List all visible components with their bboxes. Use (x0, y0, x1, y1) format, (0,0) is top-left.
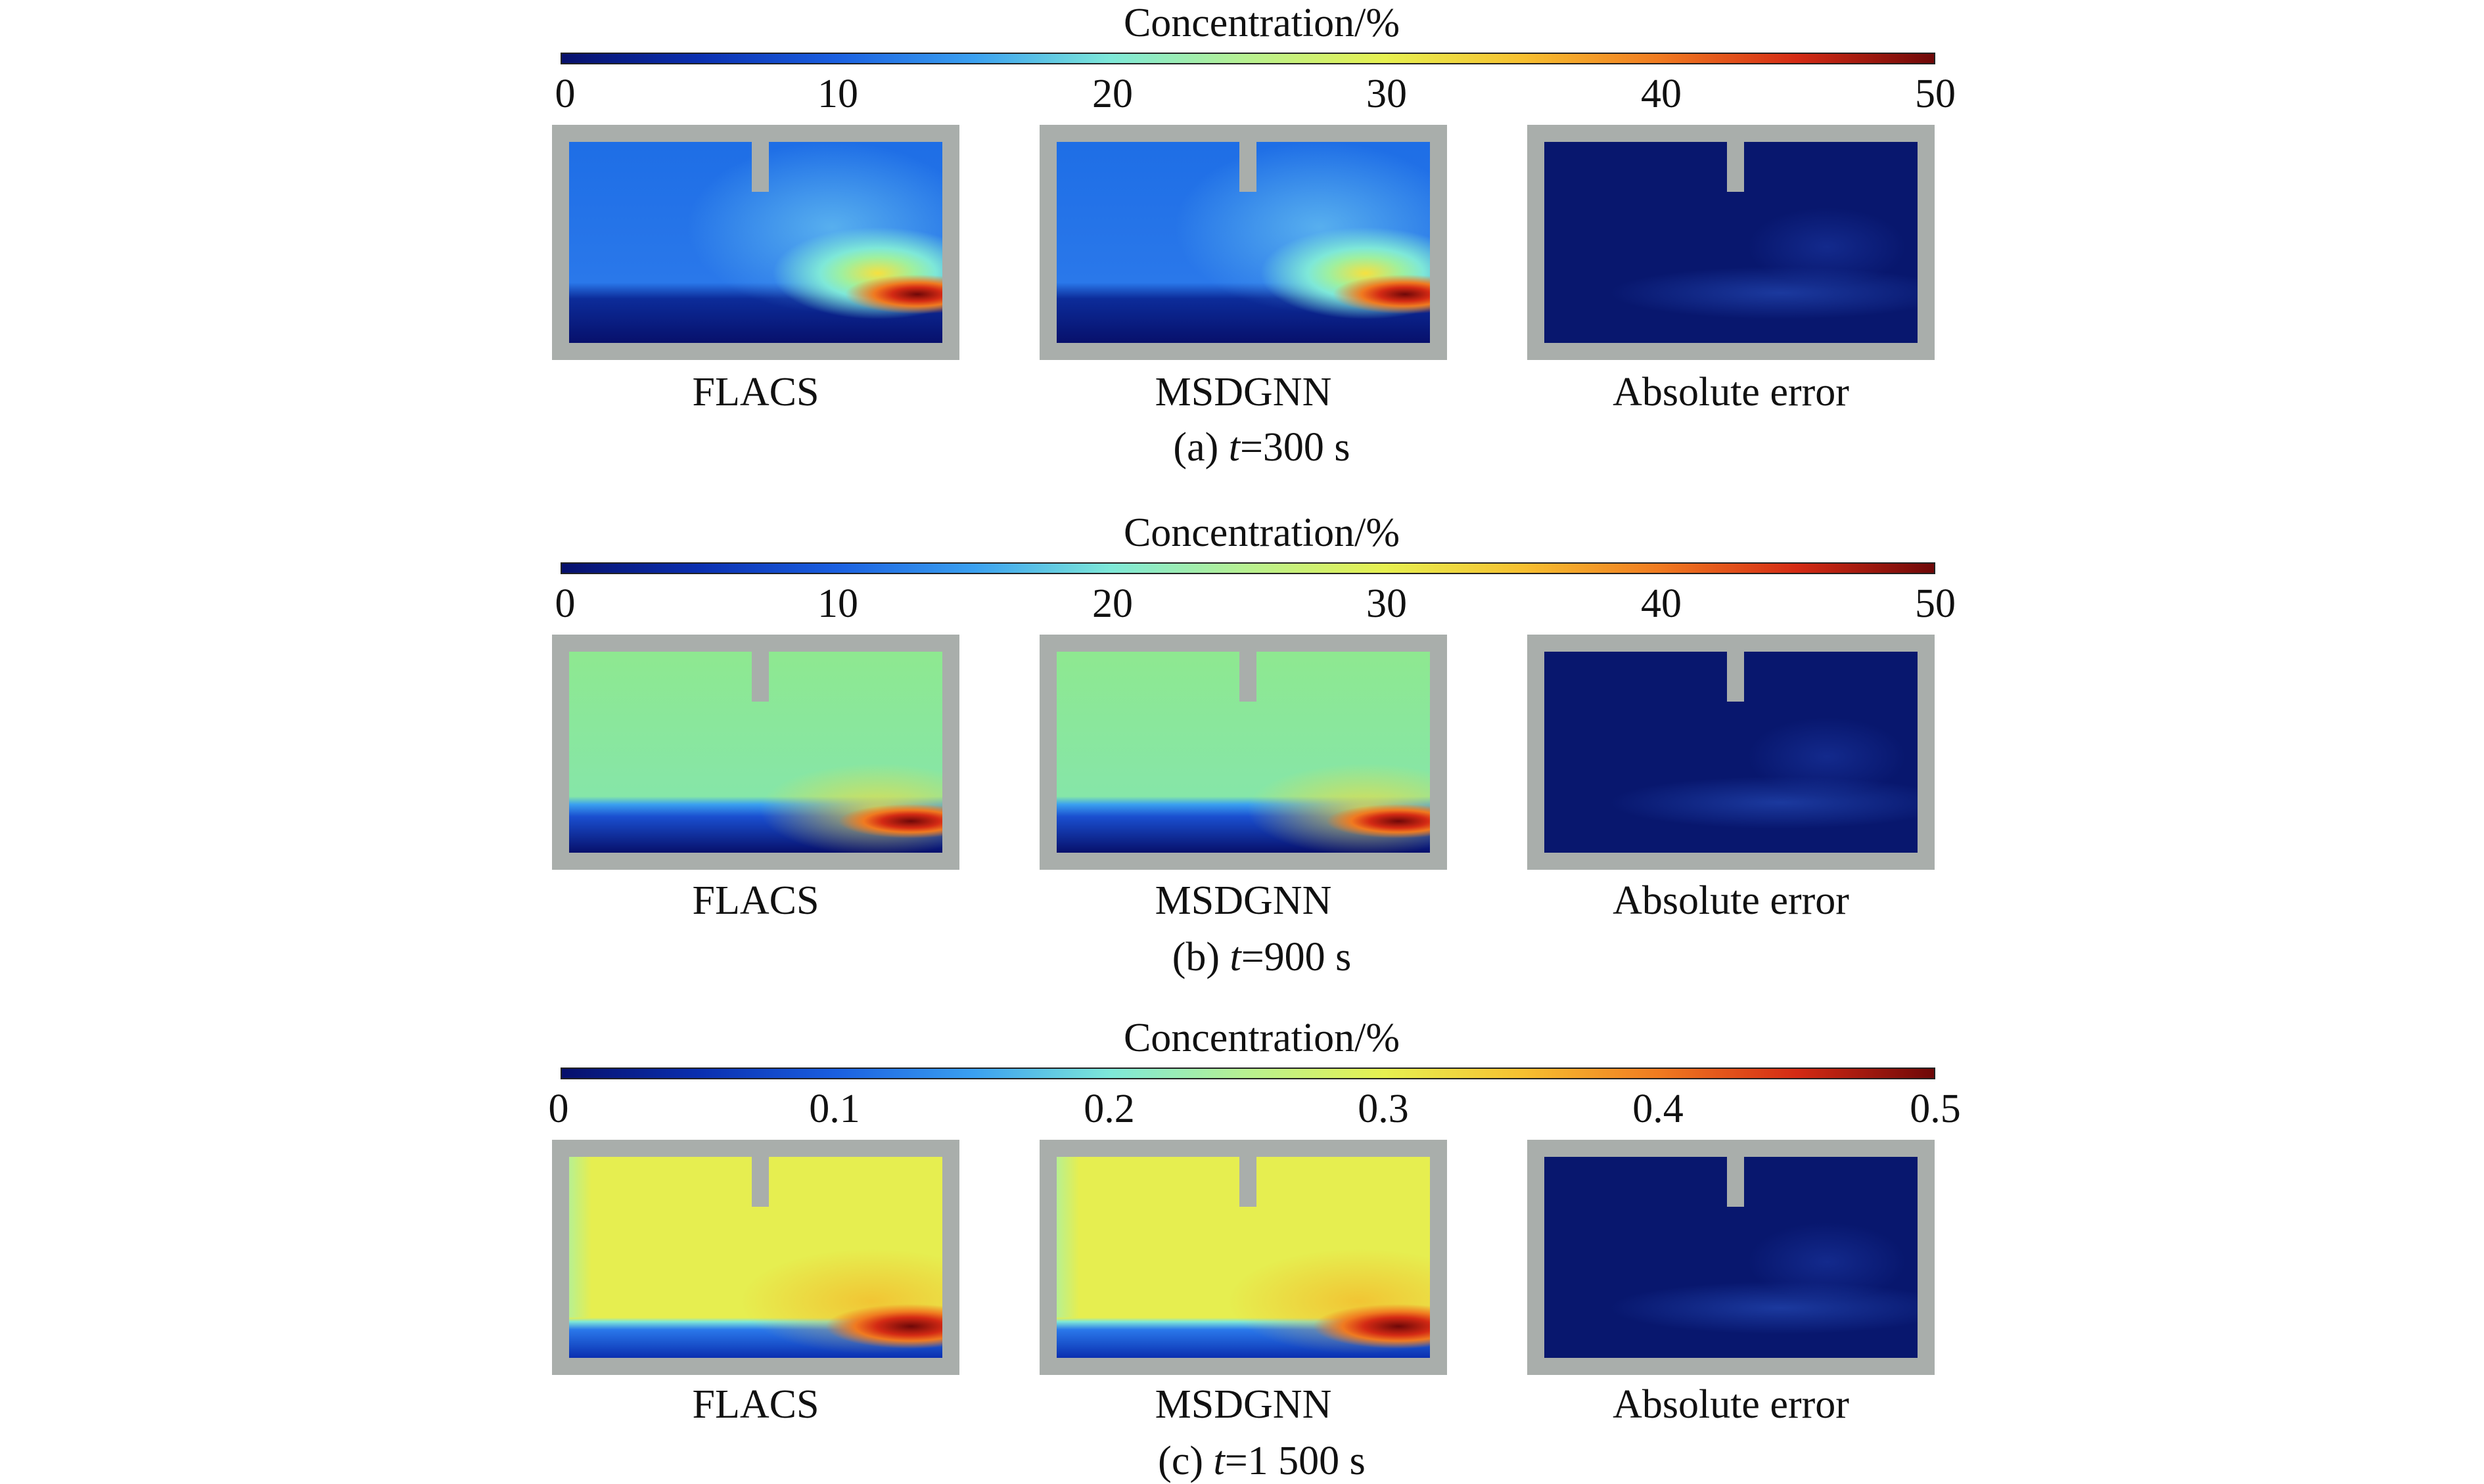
msdgnn-label: MSDGNN (1155, 370, 1332, 415)
flacs-field-map (552, 125, 959, 360)
colorbar-tick: 0.2 (1084, 1087, 1135, 1131)
colorbar-tick: 30 (1366, 581, 1407, 626)
colorbar-tick: 40 (1641, 581, 1682, 626)
msdgnn-field-map (1040, 635, 1447, 870)
absolute-error-label: Absolute error (1613, 1382, 1849, 1427)
colorbar (561, 562, 1935, 574)
msdgnn-field-map (1040, 1140, 1447, 1375)
flacs-field-map (552, 635, 959, 870)
colorbar-title: Concentration/% (1123, 510, 1400, 555)
colorbar-tick: 40 (1641, 72, 1682, 116)
colorbar-tick: 50 (1915, 581, 1956, 626)
flacs-label: FLACS (692, 370, 819, 415)
flacs-field-map (552, 1140, 959, 1375)
absolute-error-map (1527, 635, 1935, 870)
colorbar-tick: 10 (817, 72, 858, 116)
msdgnn-label: MSDGNN (1155, 1382, 1332, 1427)
msdgnn-field-map (1040, 125, 1447, 360)
colorbar-tick: 20 (1092, 72, 1133, 116)
absolute-error-label: Absolute error (1613, 878, 1849, 923)
colorbar-tick: 0.4 (1632, 1087, 1684, 1131)
colorbar-title: Concentration/% (1123, 1, 1400, 45)
colorbar-tick: 20 (1092, 581, 1133, 626)
absolute-error-label: Absolute error (1613, 370, 1849, 415)
panel-caption: (c) t=1 500 s (1158, 1439, 1366, 1483)
colorbar-tick: 30 (1366, 72, 1407, 116)
colorbar-tick: 0 (548, 1087, 569, 1131)
colorbar-tick: 10 (817, 581, 858, 626)
colorbar-tick: 0.5 (1910, 1087, 1961, 1131)
absolute-error-map (1527, 1140, 1935, 1375)
flacs-label: FLACS (692, 878, 819, 923)
flacs-label: FLACS (692, 1382, 819, 1427)
colorbar-tick: 50 (1915, 72, 1956, 116)
colorbar (561, 1068, 1935, 1079)
colorbar-tick: 0.1 (809, 1087, 860, 1131)
panel-caption: (a) t=300 s (1173, 425, 1350, 470)
colorbar-title: Concentration/% (1123, 1016, 1400, 1060)
absolute-error-map (1527, 125, 1935, 360)
panel-caption: (b) t=900 s (1172, 935, 1352, 979)
colorbar-tick: 0 (555, 72, 576, 116)
msdgnn-label: MSDGNN (1155, 878, 1332, 923)
colorbar-tick: 0 (555, 581, 576, 626)
colorbar (561, 53, 1935, 64)
colorbar-tick: 0.3 (1358, 1087, 1409, 1131)
